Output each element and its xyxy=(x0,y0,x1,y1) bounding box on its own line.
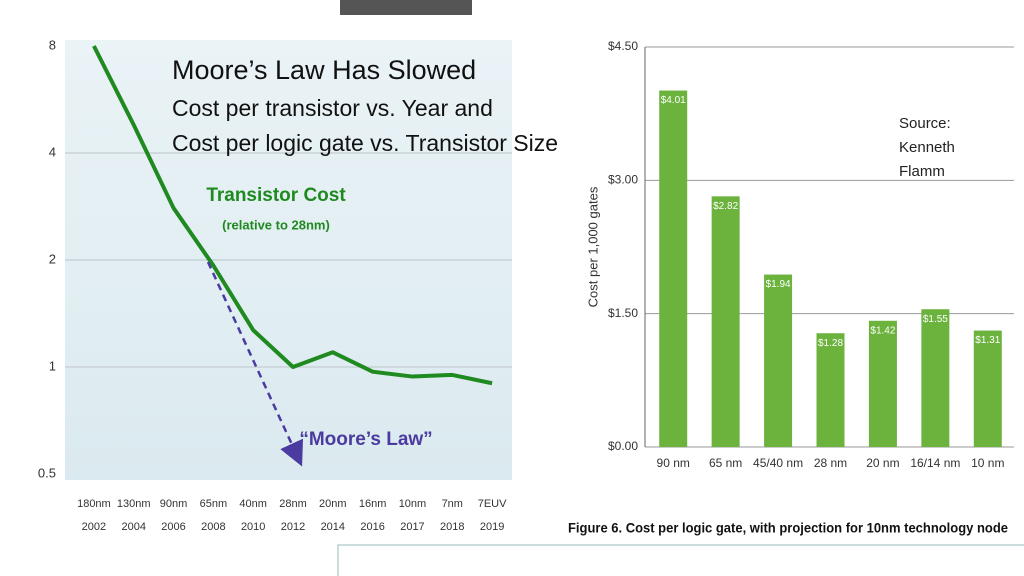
y-tick-label: 4 xyxy=(49,144,56,159)
source-note: Source: xyxy=(899,115,951,132)
annotation: (relative to 28nm) xyxy=(222,217,330,232)
value-label: $1.31 xyxy=(975,335,1000,346)
value-label: $1.94 xyxy=(766,279,791,290)
x-tick-label: 2019 xyxy=(480,521,504,533)
x-tick-label: 16/14 nm xyxy=(910,456,960,470)
annotation: “Moore’s Law” xyxy=(299,429,432,450)
x-tick-label: 2008 xyxy=(201,521,225,533)
x-tick-label: 130nm xyxy=(117,498,151,510)
bar xyxy=(816,333,845,447)
x-tick-label: 180nm xyxy=(77,498,111,510)
y-tick-label: 0.5 xyxy=(38,465,56,480)
x-tick-label: 7EUV xyxy=(478,498,507,510)
x-tick-label: 45/40 nm xyxy=(753,456,803,470)
bar xyxy=(973,330,1002,447)
data-line xyxy=(92,45,493,386)
bar xyxy=(659,90,688,448)
y-tick-label: 8 xyxy=(49,37,56,52)
value-label: $1.55 xyxy=(923,314,948,325)
value-label: $4.01 xyxy=(661,95,686,106)
y-tick-label: $3.00 xyxy=(608,173,638,187)
x-tick-label: 20nm xyxy=(319,498,347,510)
x-tick-label: 2018 xyxy=(440,521,464,533)
bar xyxy=(711,196,740,447)
x-tick-label: 16nm xyxy=(359,498,387,510)
x-tick-label: 2014 xyxy=(321,521,345,533)
x-tick-label: 2016 xyxy=(360,521,384,533)
value-label: $2.82 xyxy=(713,201,738,212)
x-tick-label: 40nm xyxy=(239,498,267,510)
bar xyxy=(868,320,897,447)
decor-block xyxy=(340,0,472,15)
x-tick-label: 10 nm xyxy=(971,456,1004,470)
slide-subtitle: Cost per logic gate vs. Transistor Size xyxy=(172,130,558,156)
right-chart: $0.00 $1.50 $3.00 $4.50 $4.01 90 nm $2.82 65 nm… xyxy=(568,39,1014,536)
x-tick-label: 2004 xyxy=(121,521,145,533)
slide-subtitle: Cost per transistor vs. Year and xyxy=(172,95,493,121)
y-tick-label: $0.00 xyxy=(608,439,638,453)
x-tick-label: 90nm xyxy=(160,498,188,510)
figure-caption: Figure 6. Cost per logic gate, with proj… xyxy=(568,520,1008,536)
value-label: $1.42 xyxy=(870,325,895,336)
x-tick-label: 10nm xyxy=(399,498,427,510)
bar xyxy=(921,309,950,447)
value-label: $1.28 xyxy=(818,338,843,349)
y-tick-label: $4.50 xyxy=(608,39,638,53)
x-tick-label: 2006 xyxy=(161,521,185,533)
x-tick-label: 20 nm xyxy=(866,456,899,470)
source-note: Flamm xyxy=(899,163,945,180)
slide-title: Moore’s Law Has Slowed xyxy=(172,55,476,85)
x-tick-label: 2010 xyxy=(241,521,265,533)
x-tick-label: 65nm xyxy=(200,498,228,510)
x-tick-label: 90 nm xyxy=(657,456,690,470)
x-tick-label: 7nm xyxy=(442,498,463,510)
x-tick-label: 2002 xyxy=(82,521,106,533)
x-tick-label: 28 nm xyxy=(814,456,847,470)
bar xyxy=(764,274,793,447)
decor-box xyxy=(337,544,1024,576)
y-tick-label: 1 xyxy=(49,358,56,373)
left-chart: 0.5 1 2 4 8 180nm 2002 130nm 2004 90nm 2006 65nm 200… xyxy=(38,37,512,533)
y-tick-label: 2 xyxy=(49,251,56,266)
y-axis-label: Cost per 1,000 gates xyxy=(585,186,600,307)
series-label: Transistor Cost xyxy=(206,185,346,206)
x-tick-label: 2012 xyxy=(281,521,305,533)
moores-law-arrow xyxy=(206,261,303,467)
y-tick-label: $1.50 xyxy=(608,306,638,320)
x-tick-label: 2017 xyxy=(400,521,424,533)
x-tick-label: 28nm xyxy=(279,498,307,510)
x-tick-label: 65 nm xyxy=(709,456,742,470)
source-note: Kenneth xyxy=(899,139,955,156)
